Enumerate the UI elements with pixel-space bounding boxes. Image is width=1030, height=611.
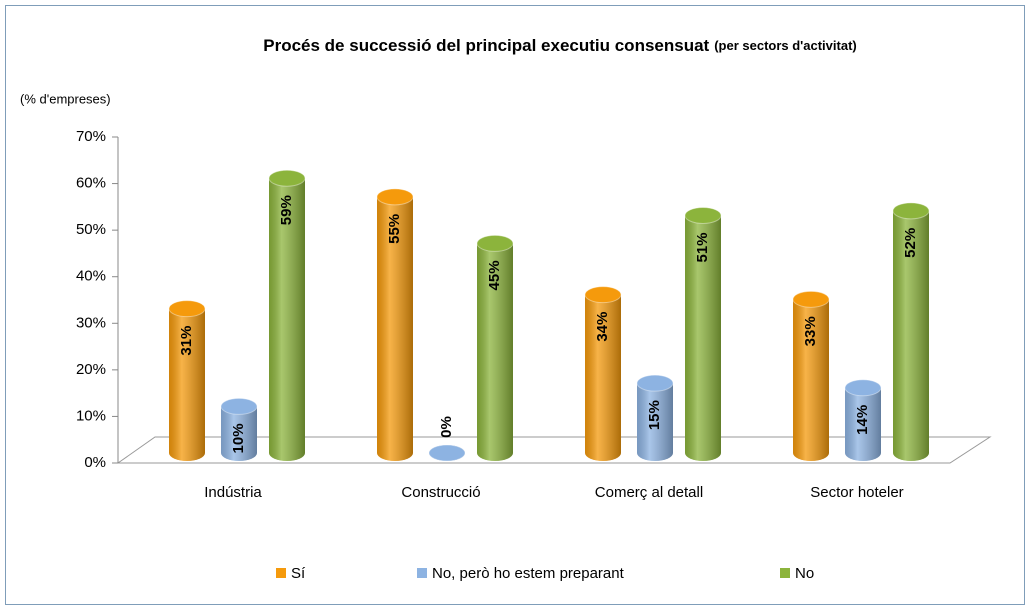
bar-shade (793, 299, 829, 453)
bar-top (376, 188, 414, 206)
bar-shade (477, 243, 513, 453)
value-label: 45% (486, 260, 503, 290)
subtitle: (per sectors d'activitat) (714, 38, 857, 53)
bar-shade (845, 387, 881, 453)
value-label: 51% (694, 232, 711, 262)
y-tick-label: 70% (76, 128, 106, 145)
value-label: 34% (594, 312, 611, 342)
y-tick-label: 0% (84, 454, 106, 471)
floor (117, 436, 992, 464)
x-tick-label: Construcció (401, 484, 480, 501)
x-tick-label: Comerç al detall (595, 484, 703, 501)
value-label: 33% (802, 316, 819, 346)
bar-shade (377, 196, 413, 453)
bar-top (476, 234, 514, 252)
y-tick-label: 50% (76, 221, 106, 238)
y-tick-label: 30% (76, 314, 106, 331)
bar-shade (637, 383, 673, 453)
value-label: 0% (438, 416, 455, 438)
bar-top (636, 374, 674, 392)
title: Procés de successió del principal execut… (263, 36, 709, 55)
legend-swatch (780, 568, 790, 578)
y-tick-label: 20% (76, 361, 106, 378)
bar-top (268, 169, 306, 187)
legend-label: No (795, 565, 814, 582)
legend-swatch (276, 568, 286, 578)
bar-top (584, 286, 622, 304)
x-tick-label: Sector hoteler (810, 484, 903, 501)
value-label: 31% (178, 326, 195, 356)
value-label: 14% (854, 405, 871, 435)
bar-shade (893, 210, 929, 453)
y-tick-label: 40% (76, 268, 106, 285)
bar-shade (269, 178, 305, 453)
bar-shade (169, 308, 205, 453)
y-tick-label: 60% (76, 175, 106, 192)
value-label: 10% (230, 423, 247, 453)
chart-title: Procés de successió del principal execut… (263, 36, 856, 55)
value-label: 52% (902, 228, 919, 258)
y-tick-label: 10% (76, 407, 106, 424)
value-label: 59% (278, 195, 295, 225)
bar-top (220, 397, 258, 415)
bar-top (428, 444, 466, 462)
bar-shade (685, 215, 721, 453)
y-axis-label: (% d'empreses) (20, 91, 111, 106)
x-tick-label: Indústria (204, 484, 262, 501)
bar-top (844, 379, 882, 397)
value-label: 55% (386, 214, 403, 244)
bar-shade (585, 294, 621, 453)
value-label: 15% (646, 400, 663, 430)
bar-top (792, 290, 830, 308)
bar-top (168, 300, 206, 318)
legend-label: No, però ho estem preparant (432, 565, 625, 582)
chart-border (5, 5, 1025, 605)
bar-top (684, 206, 722, 224)
legend-label: Sí (291, 565, 306, 582)
bar-top (892, 202, 930, 220)
legend-swatch (417, 568, 427, 578)
